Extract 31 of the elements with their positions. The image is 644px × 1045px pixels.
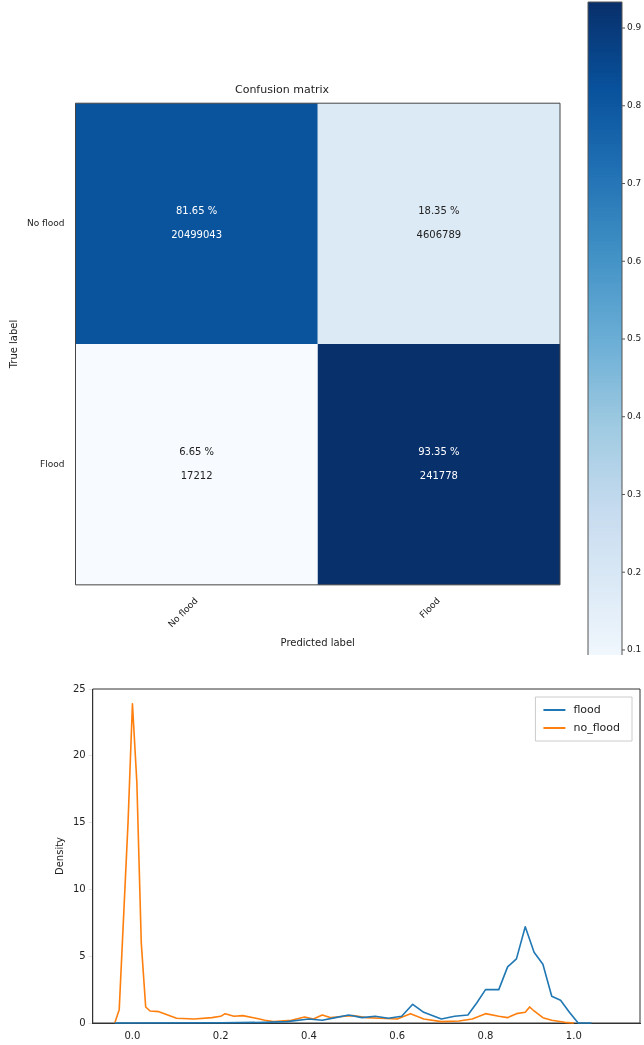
x-axis-title: Predicted label [280,636,355,648]
x-tick-label: 0.8 [477,1029,494,1041]
text: 18.35 % 4606789 [416,205,462,241]
y-tick-label: 10 [72,882,86,894]
y-axis-title: Density [53,836,65,876]
color-bar-label: 0.6 [627,255,642,266]
color-bar-label: 0.2 [627,566,642,577]
color-bar-label: 0.3 [627,488,642,499]
y-tick-label: 5 [79,949,86,961]
y-tick-label: 25 [72,682,86,694]
text: 81.65 % 20499043 [171,205,223,241]
y-tick-label: 20 [72,749,86,761]
x-tick-label: 0.0 [124,1029,141,1041]
chart-title: Confusion matrix [234,83,330,97]
color-bar-label: 0.7 [627,177,642,188]
x-tick-label: 1.0 [565,1029,582,1041]
y-tick-label: 15 [72,816,86,828]
x-tick-label: 0.2 [212,1029,229,1041]
color-bar-label: 0.9 [627,22,642,33]
text: 93.35 % 241778 [418,446,460,482]
y-tick-label: 0 [79,1016,86,1028]
y-axis-title: True label [7,319,19,370]
legend-label: flood [573,702,601,716]
text: 6.65 % 17212 [179,446,215,482]
x-tick-label: 0.6 [389,1029,406,1041]
color-bar-label: 0.8 [627,100,642,111]
x-tick-label: 0.4 [301,1029,317,1041]
color-bar-label: 0.5 [627,333,642,344]
color-bar-label: 0.4 [627,411,642,422]
color-bar-label: 0.1 [627,644,642,655]
legend-label: no_flood [573,720,621,734]
